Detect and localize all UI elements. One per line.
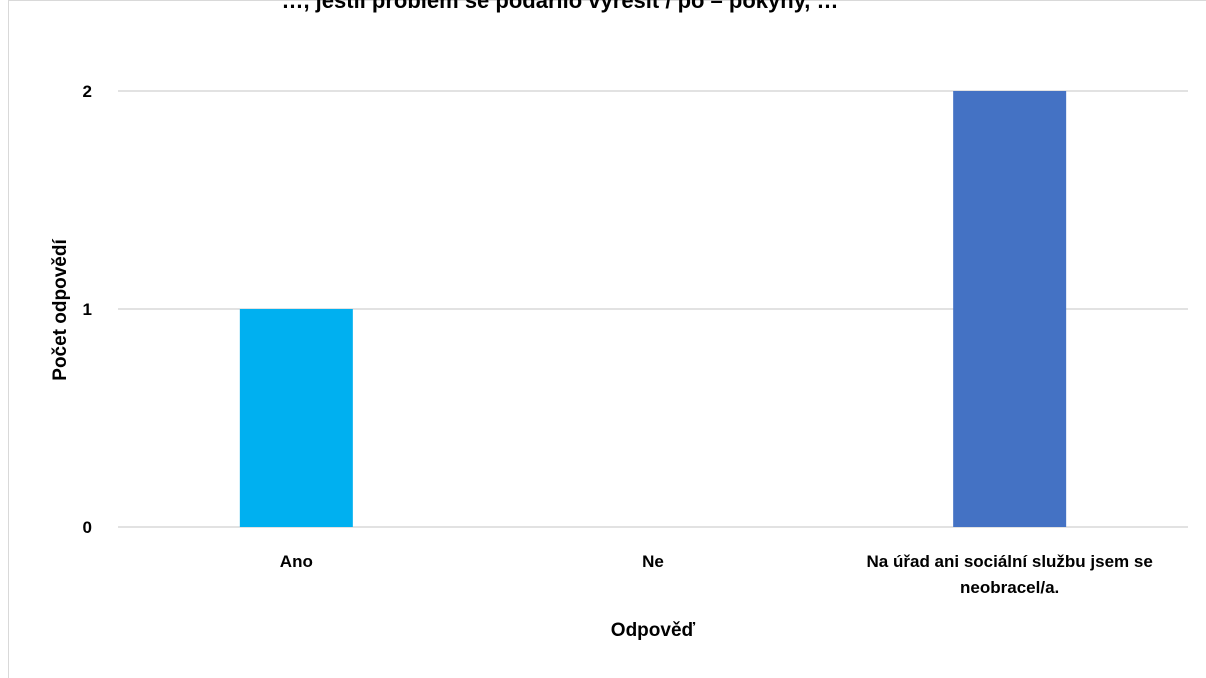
y-tick-label: 1 xyxy=(83,300,92,319)
x-category-label: Ne xyxy=(642,552,664,571)
x-category-label: Ano xyxy=(280,552,313,571)
x-category-labels: Ano Ne Na úřad ani sociální službu jsem se… xyxy=(280,552,1153,597)
y-tick-label: 2 xyxy=(83,82,92,101)
y-axis-title: Počet odpovědí xyxy=(50,239,71,381)
bars xyxy=(239,91,1067,527)
bar xyxy=(239,309,353,527)
x-category-label: Na úřad ani sociální službu jsem se xyxy=(867,552,1153,571)
chart-title: …, jestli problém se podařilo vyřešit / … xyxy=(281,0,838,13)
x-axis-title: Odpověď xyxy=(611,620,696,641)
bar xyxy=(953,91,1067,527)
y-tick-labels: 0 1 2 xyxy=(83,82,92,537)
chart-frame xyxy=(8,0,1206,678)
y-tick-label: 0 xyxy=(83,518,92,537)
x-category-label: neobracel/a. xyxy=(960,578,1059,597)
